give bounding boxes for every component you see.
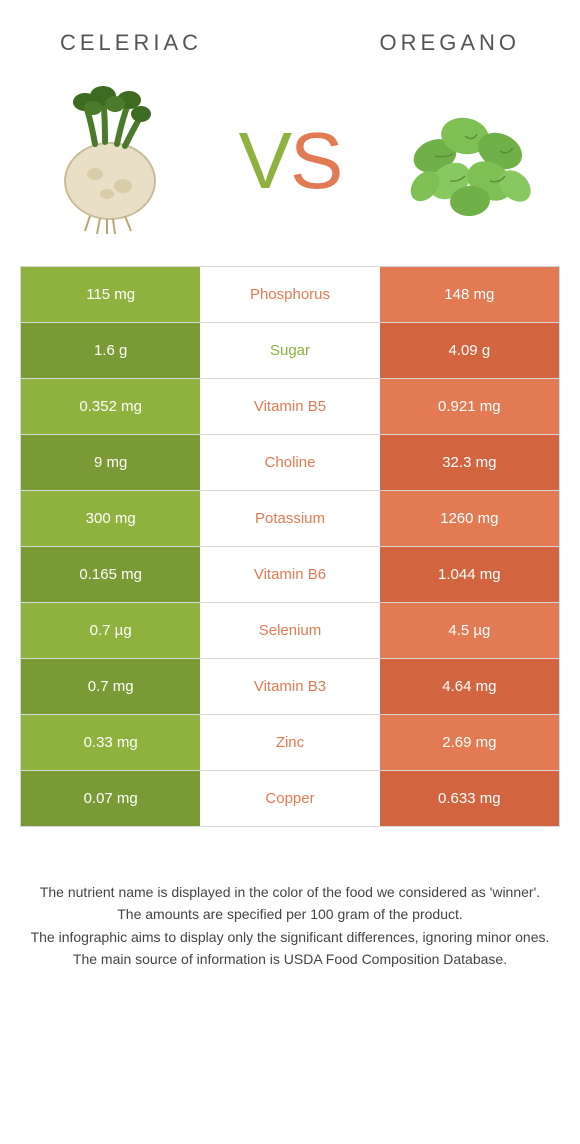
nutrient-label-cell: Vitamin B5 <box>200 379 379 434</box>
nutrient-label-cell: Vitamin B6 <box>200 547 379 602</box>
footer-line-3: The infographic aims to display only the… <box>30 927 550 947</box>
right-value-cell: 4.64 mg <box>380 659 559 714</box>
celeriac-icon <box>35 86 185 236</box>
left-value-cell: 0.7 mg <box>21 659 200 714</box>
left-value-cell: 9 mg <box>21 435 200 490</box>
nutrient-label-cell: Choline <box>200 435 379 490</box>
left-value-cell: 0.07 mg <box>21 771 200 826</box>
left-value-cell: 0.7 µg <box>21 603 200 658</box>
nutrient-label-cell: Zinc <box>200 715 379 770</box>
table-row: 9 mgCholine32.3 mg <box>21 435 559 491</box>
table-row: 0.07 mgCopper0.633 mg <box>21 771 559 827</box>
right-value-cell: 1.044 mg <box>380 547 559 602</box>
table-row: 0.33 mgZinc2.69 mg <box>21 715 559 771</box>
images-row: VS <box>0 66 580 266</box>
nutrient-label-cell: Potassium <box>200 491 379 546</box>
left-value-cell: 0.33 mg <box>21 715 200 770</box>
oregano-icon <box>395 86 545 236</box>
left-value-cell: 0.352 mg <box>21 379 200 434</box>
table-row: 0.7 mgVitamin B34.64 mg <box>21 659 559 715</box>
table-row: 0.7 µgSelenium4.5 µg <box>21 603 559 659</box>
footer-line-1: The nutrient name is displayed in the co… <box>30 882 550 902</box>
nutrient-label-cell: Sugar <box>200 323 379 378</box>
right-value-cell: 32.3 mg <box>380 435 559 490</box>
table-row: 300 mgPotassium1260 mg <box>21 491 559 547</box>
footer-line-2: The amounts are specified per 100 gram o… <box>30 904 550 924</box>
vs-label: VS <box>239 115 342 207</box>
left-food-title: CELERIAC <box>60 30 202 56</box>
right-value-cell: 0.921 mg <box>380 379 559 434</box>
right-value-cell: 4.09 g <box>380 323 559 378</box>
left-value-cell: 1.6 g <box>21 323 200 378</box>
right-value-cell: 0.633 mg <box>380 771 559 826</box>
right-value-cell: 4.5 µg <box>380 603 559 658</box>
nutrient-table: 115 mgPhosphorus148 mg1.6 gSugar4.09 g0.… <box>20 266 560 827</box>
left-value-cell: 300 mg <box>21 491 200 546</box>
nutrient-label-cell: Selenium <box>200 603 379 658</box>
table-row: 1.6 gSugar4.09 g <box>21 323 559 379</box>
left-value-cell: 0.165 mg <box>21 547 200 602</box>
right-value-cell: 148 mg <box>380 267 559 322</box>
nutrient-label-cell: Phosphorus <box>200 267 379 322</box>
table-row: 115 mgPhosphorus148 mg <box>21 267 559 323</box>
right-value-cell: 2.69 mg <box>380 715 559 770</box>
nutrient-label-cell: Vitamin B3 <box>200 659 379 714</box>
nutrient-label-cell: Copper <box>200 771 379 826</box>
right-value-cell: 1260 mg <box>380 491 559 546</box>
vs-v-letter: V <box>239 115 290 207</box>
left-value-cell: 115 mg <box>21 267 200 322</box>
celeriac-image <box>30 81 190 241</box>
footer-notes: The nutrient name is displayed in the co… <box>0 827 580 991</box>
table-row: 0.165 mgVitamin B61.044 mg <box>21 547 559 603</box>
table-row: 0.352 mgVitamin B50.921 mg <box>21 379 559 435</box>
right-food-title: OREGANO <box>380 30 520 56</box>
footer-line-4: The main source of information is USDA F… <box>30 949 550 969</box>
oregano-image <box>390 81 550 241</box>
header-row: CELERIAC OREGANO <box>0 0 580 66</box>
vs-s-letter: S <box>290 115 341 207</box>
